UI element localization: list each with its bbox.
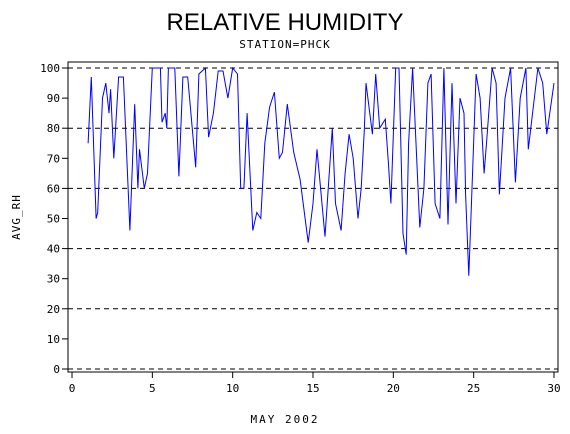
x-axis-label: MAY 2002 bbox=[251, 413, 320, 426]
y-tick-label: 100 bbox=[40, 62, 60, 75]
x-tick-label: 25 bbox=[467, 382, 480, 395]
y-axis-label: AVG_RH bbox=[10, 194, 23, 240]
y-tick-label: 30 bbox=[47, 273, 60, 286]
y-tick-label: 0 bbox=[53, 363, 60, 376]
x-tick-label: 10 bbox=[226, 382, 239, 395]
y-tick-label: 40 bbox=[47, 243, 60, 256]
y-tick-label: 20 bbox=[47, 303, 60, 316]
y-tick-label: 10 bbox=[47, 333, 60, 346]
y-tick-label: 80 bbox=[47, 122, 60, 135]
y-tick-label: 50 bbox=[47, 213, 60, 226]
x-tick-label: 15 bbox=[306, 382, 319, 395]
y-tick-label: 90 bbox=[47, 92, 60, 105]
x-tick-label: 20 bbox=[387, 382, 400, 395]
data-line bbox=[87, 66, 555, 276]
y-tick-label: 60 bbox=[47, 182, 60, 195]
chart-subtitle: STATION=PHCK bbox=[239, 38, 330, 51]
chart-title: RELATIVE HUMIDITY bbox=[167, 9, 404, 36]
plot-frame bbox=[67, 61, 559, 373]
y-tick-label: 70 bbox=[47, 152, 60, 165]
x-tick-label: 5 bbox=[149, 382, 156, 395]
x-tick-label: 0 bbox=[69, 382, 76, 395]
x-tick-label: 30 bbox=[547, 382, 560, 395]
